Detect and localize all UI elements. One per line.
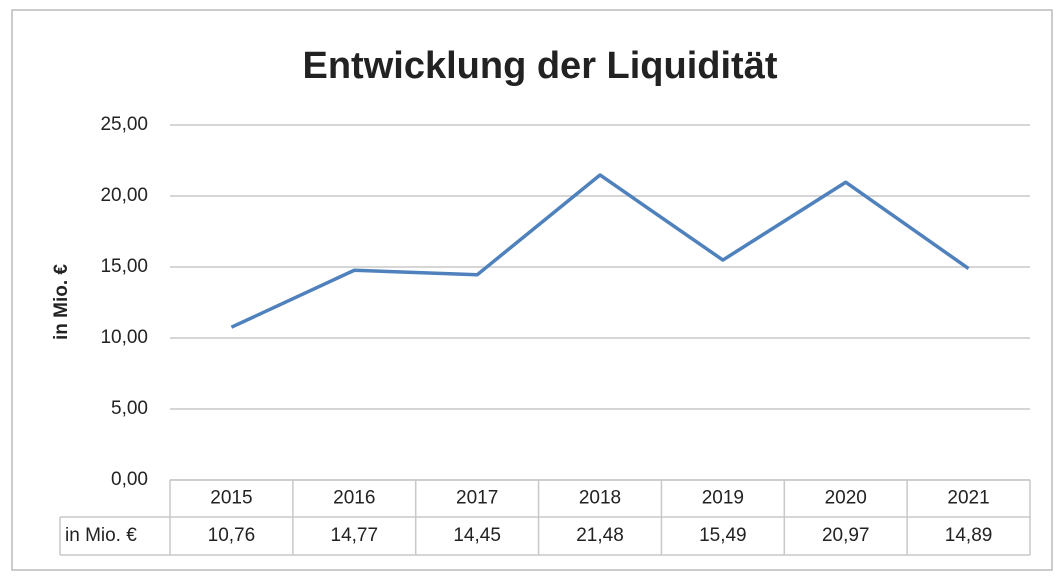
table-value: 15,49 bbox=[699, 525, 747, 546]
table-value: 10,76 bbox=[208, 525, 256, 546]
y-tick-label: 25,00 bbox=[100, 114, 148, 135]
y-tick-label: 5,00 bbox=[111, 398, 148, 419]
x-tick-label: 2018 bbox=[579, 488, 621, 509]
table-value: 14,89 bbox=[945, 525, 993, 546]
x-tick-label: 2015 bbox=[210, 488, 252, 509]
table-value: 14,45 bbox=[453, 525, 501, 546]
table-value: 21,48 bbox=[576, 525, 624, 546]
x-tick-label: 2020 bbox=[825, 488, 867, 509]
chart-title: Entwicklung der Liquidität bbox=[303, 45, 778, 87]
table-row-header: in Mio. € bbox=[65, 525, 137, 546]
x-tick-label: 2019 bbox=[702, 488, 744, 509]
y-tick-label: 20,00 bbox=[100, 185, 148, 206]
table-value: 14,77 bbox=[331, 525, 379, 546]
y-tick-label: 10,00 bbox=[100, 327, 148, 348]
y-tick-label: 0,00 bbox=[111, 469, 148, 490]
x-tick-label: 2021 bbox=[947, 488, 989, 509]
y-tick-label: 15,00 bbox=[100, 256, 148, 277]
line bbox=[230, 173, 970, 329]
table-value: 20,97 bbox=[822, 525, 870, 546]
x-tick-label: 2017 bbox=[456, 488, 498, 509]
x-tick-label: 2016 bbox=[333, 488, 375, 509]
y-axis-label: in Mio. € bbox=[51, 264, 72, 340]
chart-border bbox=[11, 9, 1053, 571]
